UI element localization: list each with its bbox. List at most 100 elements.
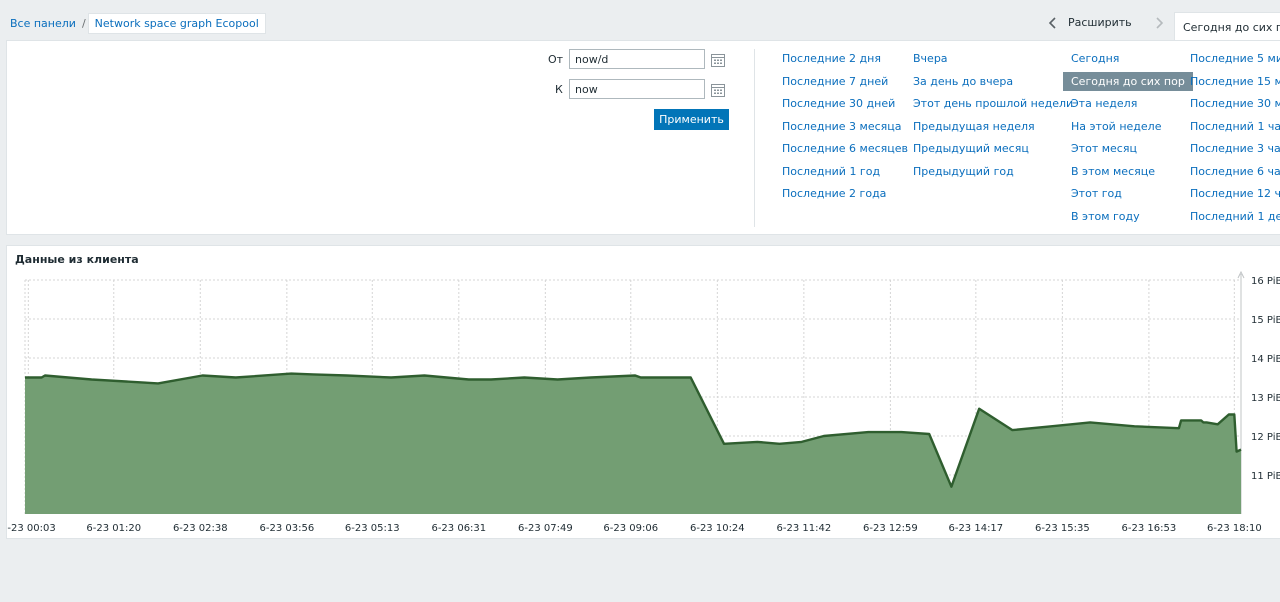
quick-ranges-column-1: Последние 2 дня Последние 7 дней Последние…: [782, 52, 908, 210]
quick-range-item[interactable]: В этом году: [1071, 210, 1193, 233]
chevron-right-icon[interactable]: [1152, 15, 1166, 31]
apply-button[interactable]: Применить: [654, 109, 729, 130]
quick-range-label: В этом месяце: [1071, 164, 1155, 178]
graph-title: Данные из клиента: [15, 253, 139, 266]
to-label: К: [555, 83, 563, 96]
quick-range-item[interactable]: Последние 30 минут: [1190, 97, 1280, 120]
quick-range-item[interactable]: Последние 15 минут: [1190, 75, 1280, 98]
breadcrumb: Все панели / Network space graph Ecopool: [6, 13, 266, 34]
to-input[interactable]: [569, 79, 705, 99]
quick-range-item[interactable]: Последние 3 часа: [1190, 142, 1280, 165]
series-line: [25, 372, 1242, 488]
quick-range-label: Сегодня до сих пор: [1063, 71, 1193, 91]
x-tick-label: 6-23 05:13: [345, 523, 400, 534]
quick-range-label: Сегодня: [1071, 52, 1120, 65]
zoom-out-button[interactable]: Расширить: [1068, 16, 1132, 29]
quick-range-label: Предыдущий месяц: [913, 142, 1029, 155]
quick-range-item[interactable]: Последние 7 дней: [782, 75, 908, 98]
quick-range-item[interactable]: Последние 5 минут: [1190, 52, 1280, 75]
quick-range-item[interactable]: Последние 6 месяцев: [782, 142, 908, 165]
calendar-icon[interactable]: [710, 52, 726, 68]
quick-range-item[interactable]: Последние 12 часов: [1190, 187, 1280, 210]
quick-range-item[interactable]: Этот месяц: [1071, 142, 1193, 165]
quick-range-label: Этот день прошлой недели: [913, 97, 1074, 110]
quick-range-label: Последний 1 год: [782, 164, 881, 178]
quick-range-item[interactable]: Сегодня до сих пор: [1063, 71, 1193, 98]
quick-range-item[interactable]: Предыдущий месяц: [913, 142, 1073, 165]
quick-range-label: Предыдущий год: [913, 164, 1014, 178]
calendar-icon[interactable]: [710, 82, 726, 98]
quick-range-item[interactable]: Предыдущая неделя: [913, 120, 1073, 143]
quick-range-item[interactable]: Последние 3 месяца: [782, 120, 908, 143]
quick-range-label: Предыдущая неделя: [913, 119, 1035, 133]
quick-range-label: Эта неделя: [1071, 97, 1138, 110]
x-tick-label: 6-23 14:17: [948, 523, 1003, 534]
quick-range-item[interactable]: За день до вчера: [913, 75, 1073, 98]
y-tick-label: 11 PiB: [1251, 471, 1280, 482]
quick-range-label: Последние 6 часов: [1190, 164, 1280, 178]
quick-range-label: Последние 3 часа: [1190, 142, 1280, 155]
x-tick-label: 6-23 10:24: [690, 523, 745, 534]
from-input[interactable]: [569, 49, 705, 69]
x-tick-label: 6-23 11:42: [777, 523, 832, 534]
x-tick-label: 6-23 01:20: [86, 523, 141, 534]
quick-range-label: В этом году: [1071, 209, 1140, 223]
quick-range-label: Последние 6 месяцев: [782, 142, 909, 155]
x-tick-label: 6-23 12:59: [863, 523, 918, 534]
quick-range-label: Этот месяц: [1071, 142, 1137, 155]
quick-range-label: Этот год: [1071, 187, 1122, 200]
quick-range-label: Последние 2 дня: [782, 52, 881, 65]
quick-range-item[interactable]: Последние 6 часов: [1190, 165, 1280, 188]
quick-range-label: Последний 1 час: [1190, 119, 1280, 133]
quick-range-item[interactable]: Последний 1 час: [1190, 120, 1280, 143]
quick-range-label: Последние 30 дней: [782, 97, 896, 110]
filter-divider: [754, 49, 755, 227]
quick-range-label: Вчера: [913, 52, 948, 65]
quick-range-label: Последние 15 минут: [1190, 74, 1280, 88]
quick-range-item[interactable]: Последние 2 дня: [782, 52, 908, 75]
graph-widget: Данные из клиента 11 PiB 12 PiB 13 PiB 14 P…: [6, 245, 1280, 539]
x-tick-label: 6-23 18:10: [1207, 523, 1262, 534]
quick-range-label: Последний 1 день: [1190, 209, 1280, 223]
y-tick-label: 16 PiB: [1251, 276, 1280, 287]
time-range-tab[interactable]: Сегодня до сих пор: [1174, 12, 1280, 44]
quick-range-label: Последние 3 месяца: [782, 119, 902, 133]
y-tick-label: 12 PiB: [1251, 432, 1280, 443]
quick-range-item[interactable]: Сегодня: [1071, 52, 1193, 75]
time-filter-panel: От К Применить Последние 2 дняПоследние …: [6, 40, 1280, 235]
quick-range-label: Последние 5 минут: [1190, 52, 1280, 65]
from-label: От: [548, 53, 564, 66]
quick-ranges-column-4: Последние 5 минут Последние 15 минут После…: [1190, 52, 1280, 232]
chevron-left-icon[interactable]: [1046, 15, 1060, 31]
quick-range-item[interactable]: На этой неделе: [1071, 120, 1193, 143]
x-tick-label: 6-23 15:35: [1035, 523, 1090, 534]
breadcrumb-current-dashboard[interactable]: Network space graph Ecopool: [87, 13, 266, 34]
quick-range-item[interactable]: В этом месяце: [1071, 165, 1193, 188]
quick-range-item[interactable]: Последний 1 день: [1190, 210, 1280, 233]
quick-range-item[interactable]: Эта неделя: [1071, 97, 1193, 120]
y-tick-label: 14 PiB: [1251, 354, 1280, 365]
x-tick-label: 6-23 02:38: [173, 523, 228, 534]
quick-range-label: На этой неделе: [1071, 119, 1162, 133]
quick-range-item[interactable]: Последние 30 дней: [782, 97, 908, 120]
quick-range-item[interactable]: Последний 1 год: [782, 165, 908, 188]
y-tick-label: 13 PiB: [1251, 393, 1280, 404]
quick-range-item[interactable]: Этот день прошлой недели: [913, 97, 1073, 120]
quick-range-item[interactable]: Этот год: [1071, 187, 1193, 210]
quick-range-item[interactable]: Вчера: [913, 52, 1073, 75]
quick-range-item[interactable]: Предыдущий год: [913, 165, 1073, 188]
breadcrumb-separator: /: [81, 17, 86, 30]
quick-ranges-column-2: Вчера За день до вчера Этот день прошлой н…: [913, 52, 1073, 187]
breadcrumb-all-dashboards[interactable]: Все панели: [10, 17, 76, 30]
network-space-chart[interactable]: 11 PiB 12 PiB 13 PiB 14 PiB 15 PiB 16 PiB 6-23…: [7, 246, 1280, 538]
x-tick-label: 6-23 16:53: [1122, 523, 1177, 534]
quick-range-label: Последние 30 минут: [1190, 97, 1280, 110]
y-axis-arrow: [1237, 270, 1245, 279]
quick-range-label: Последние 7 дней: [782, 74, 889, 88]
x-tick-label: 6-23 06:31: [431, 523, 486, 534]
quick-range-item[interactable]: Последние 2 года: [782, 187, 908, 210]
quick-range-label: Последние 12 часов: [1190, 187, 1280, 200]
quick-range-label: Последние 2 года: [782, 187, 887, 200]
top-bar: Все панели / Network space graph Ecopool…: [0, 4, 1280, 44]
series-area: [25, 373, 1241, 514]
